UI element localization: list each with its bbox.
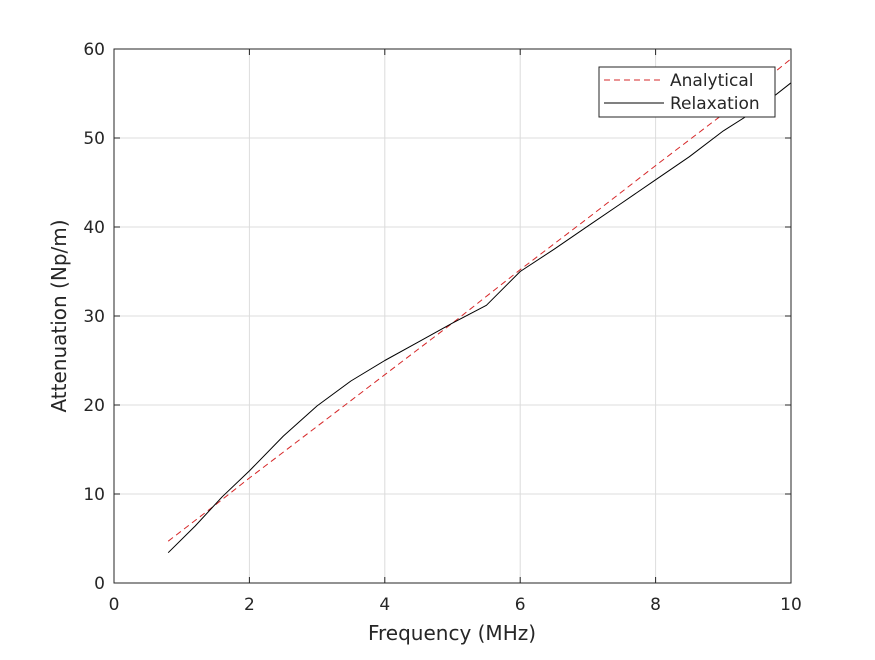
legend: Analytical Relaxation (598, 66, 776, 118)
x-tick-label: 6 (515, 595, 526, 615)
grid-lines (113, 48, 792, 584)
tick-labels: 0 2 4 6 8 10 0 10 20 30 40 50 60 (83, 40, 801, 615)
x-tick-label: 8 (650, 595, 661, 615)
x-axis-label: Frequency (MHz) (368, 621, 536, 645)
legend-label-analytical: Analytical (670, 71, 753, 91)
y-axis-label: Attenuation (Np/m) (47, 219, 71, 412)
legend-label-relaxation: Relaxation (670, 94, 760, 114)
series-line-relaxation (167, 82, 792, 554)
y-tick-label: 50 (83, 129, 105, 149)
x-tick-label: 4 (379, 595, 390, 615)
y-tick-label: 60 (83, 40, 105, 60)
series-line-analytical (167, 58, 792, 542)
y-tick-label: 30 (83, 307, 105, 327)
y-tick-label: 40 (83, 218, 105, 238)
series-layer (167, 58, 792, 554)
y-tick-label: 0 (94, 574, 105, 594)
tick-marks (113, 48, 792, 584)
x-tick-label: 10 (780, 595, 802, 615)
y-tick-label: 10 (83, 485, 105, 505)
x-tick-label: 0 (109, 595, 120, 615)
x-tick-label: 2 (244, 595, 255, 615)
legend-box (598, 66, 776, 118)
y-tick-label: 20 (83, 396, 105, 416)
